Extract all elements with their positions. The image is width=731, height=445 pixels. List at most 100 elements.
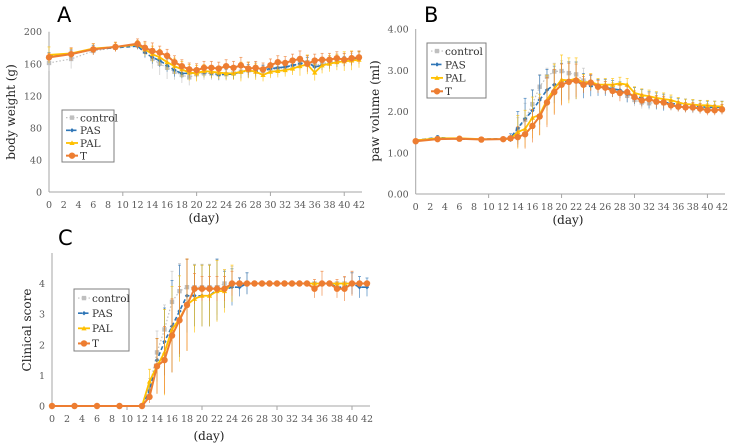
t-marker [682,104,689,111]
t-marker [296,55,304,63]
t-marker [236,280,243,287]
t-marker [67,50,75,58]
y-tick-label: 4 [39,279,45,290]
y-tick-label: 0 [39,402,45,413]
t-marker [529,122,536,130]
x-tick-label: 4 [442,202,448,213]
t-marker [521,130,529,138]
t-marker [80,340,88,347]
control-marker [81,295,87,301]
t-marker [500,135,507,143]
t-marker [594,83,602,90]
t-marker [222,62,230,70]
t-marker [251,280,258,287]
t-marker [141,44,149,51]
x-tick-label: 8 [105,200,111,211]
x-tick-label: 36 [309,200,321,211]
x-tick-label: 28 [256,414,268,425]
pas-marker [81,310,87,316]
x-tick-label: 16 [166,414,178,425]
t-marker [653,98,660,105]
x-tick-label: 18 [541,202,553,213]
t-marker [587,79,594,86]
y-axis-title: paw volume (ml) [368,60,382,161]
x-tick-label: 14 [512,202,524,213]
x-tick-label: 22 [211,414,223,425]
t-marker [149,47,156,55]
t-marker [558,81,565,88]
t-marker [363,280,371,287]
t-marker [341,56,348,63]
panel-label: B [424,3,438,27]
x-tick-label: 42 [361,414,373,425]
x-tick-label: 12 [132,200,144,211]
t-marker [326,56,333,63]
legend-label: PAS [445,59,466,71]
t-marker [198,285,206,292]
x-tick-label: 20 [556,202,568,213]
t-marker [178,62,186,70]
y-tick-label: 2 [39,340,45,351]
t-marker [456,135,463,142]
t-marker [281,280,288,287]
x-tick-label: 0 [49,414,55,425]
t-marker [221,285,228,292]
legend-item-pas: PAS [66,125,101,137]
y-tick-label: 4.00 [388,25,409,36]
legend-item-t: T [78,338,99,350]
x-tick-label: 6 [94,414,100,425]
t-marker [288,280,296,287]
t-marker [333,54,341,62]
x-tick-label: 38 [323,200,335,211]
series-t [45,38,363,77]
x-axis-title: (day) [189,211,220,225]
legend-label: PAL [80,138,101,150]
t-marker [514,133,521,141]
t-marker [206,285,213,292]
t-marker [318,280,326,287]
t-marker [602,84,609,91]
x-tick-label: 2 [61,200,67,211]
x-tick-label: 34 [301,414,313,425]
t-marker [303,280,311,287]
t-marker [667,102,675,109]
y-tick-label: 1 [39,371,45,382]
x-tick-label: 24 [220,200,232,211]
legend-item-control: control [431,46,484,58]
t-marker [580,81,587,88]
t-marker [163,52,171,59]
series-line [415,70,722,142]
pal-marker [275,68,281,73]
t-marker [252,64,259,71]
series-t [412,62,726,149]
t-marker [355,54,363,61]
t-marker [318,56,326,63]
legend-item-control: control [66,112,119,124]
y-tick-label: 3 [39,310,45,321]
t-marker [711,107,718,114]
x-tick-label: 30 [271,414,283,425]
x-tick-label: 24 [226,414,238,425]
t-marker [289,57,296,64]
x-tick-label: 42 [353,200,365,211]
legend-item-pas: PAS [78,308,113,320]
x-tick-label: 42 [716,202,728,213]
t-marker [228,280,236,287]
legend-item-pal: PAL [66,138,101,150]
x-tick-label: 30 [264,200,276,211]
t-marker [311,57,318,64]
t-marker [356,280,363,287]
x-tick-label: 26 [235,200,247,211]
t-marker [134,40,141,47]
legend-label: control [445,46,484,58]
t-marker [718,106,726,113]
legend-label: PAL [92,323,113,335]
t-marker [572,77,580,84]
t-marker [434,135,441,143]
control-marker [434,48,440,54]
x-tick-label: 4 [76,200,82,211]
t-marker [243,280,251,287]
pal-marker [223,70,229,76]
t-marker [348,280,356,287]
